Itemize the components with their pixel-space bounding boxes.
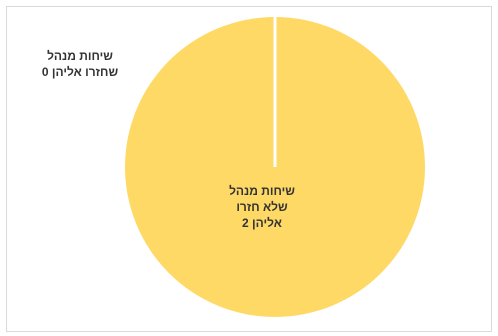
slice-label-line: שיחות מנהל: [47, 49, 113, 63]
slice-label-line: שחזרו אליהן 0: [42, 65, 119, 79]
slice-label-line: אליהן 2: [242, 216, 282, 230]
slice-label-line: שלא חזרו: [236, 200, 288, 214]
slice-label-1: שיחות מנהל שלא חזרו אליהן 2: [229, 184, 295, 230]
slice-label-line: שיחות מנהל: [229, 184, 295, 198]
slice-label-0: שיחות מנהל שחזרו אליהן 0: [42, 49, 119, 79]
